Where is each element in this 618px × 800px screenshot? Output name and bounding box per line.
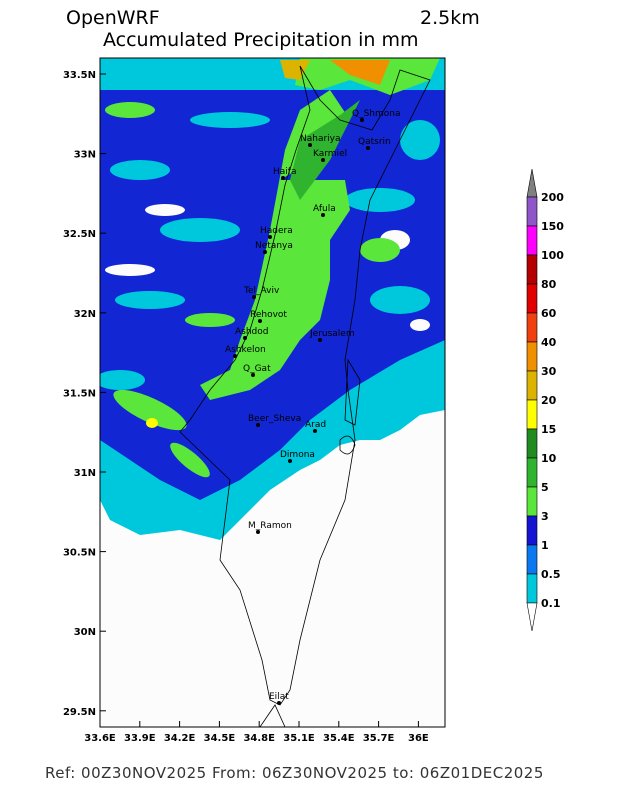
colorbar-label: 30 <box>541 365 557 378</box>
precip-field <box>100 58 445 727</box>
colorbar-label: 15 <box>541 423 556 436</box>
colorbar-top <box>526 168 538 198</box>
lat-label: 31N <box>74 468 96 479</box>
city-label: Ashkelon <box>225 345 266 355</box>
subtitle: Accumulated Precipitation in mm <box>103 29 419 51</box>
colorbar-segment <box>526 457 538 488</box>
colorbar-segment <box>526 283 538 314</box>
city-dot <box>252 295 256 299</box>
city-label: Jerusalem <box>309 329 355 339</box>
lon-label: 36E <box>408 733 429 744</box>
city-label: Qatsrin <box>358 137 391 147</box>
colorbar-label: 40 <box>541 336 557 349</box>
city-dot <box>243 336 247 340</box>
city-dot <box>281 176 285 180</box>
city-dot <box>251 373 255 377</box>
lat-label: 32N <box>74 309 96 320</box>
colorbar-label: 0.5 <box>541 568 561 581</box>
colorbar-label: 3 <box>541 510 549 523</box>
colorbar-segment <box>526 341 538 372</box>
city-label: Q_Gat <box>243 364 271 374</box>
colorbar-segment <box>526 254 538 285</box>
colorbar-label: 20 <box>541 394 557 407</box>
colorbar-label: 5 <box>541 481 549 494</box>
lat-label: 30N <box>74 627 96 638</box>
city-label: Eilat <box>269 692 289 702</box>
city-dot <box>360 118 364 122</box>
city-dot <box>366 146 370 150</box>
colorbar-bottom <box>526 602 538 632</box>
colorbar-label: 150 <box>541 220 564 233</box>
city-label: Q_Shmona <box>352 109 401 119</box>
colorbar-label: 10 <box>541 452 557 465</box>
city-dot <box>321 158 325 162</box>
city-dot <box>256 423 260 427</box>
city-dot <box>268 235 272 239</box>
lon-label: 34.5E <box>204 733 236 744</box>
city-dot <box>277 701 281 705</box>
colorbar-label: 0.1 <box>541 597 561 610</box>
title: OpenWRF <box>66 7 160 29</box>
colorbar-label: 60 <box>541 307 557 320</box>
city-label: Ashdod <box>235 327 268 337</box>
city-label: M_Ramon <box>248 521 292 531</box>
city-dot <box>321 213 325 217</box>
city-label: Tel_Aviv <box>243 286 280 296</box>
footer: Ref: 00Z30NOV2025 From: 06Z30NOV2025 to:… <box>45 764 544 782</box>
colorbar-label: 80 <box>541 278 557 291</box>
colorbar-segment <box>526 486 538 517</box>
city-dot <box>288 459 292 463</box>
colorbar-label: 200 <box>541 191 564 204</box>
colorbar-segment <box>526 544 538 575</box>
lat-label: 33N <box>74 150 96 161</box>
lat-label: 31.5N <box>63 388 96 399</box>
city-label: Afula <box>313 204 336 214</box>
city-label: Nahariya <box>300 134 341 144</box>
city-label: Haifa <box>273 167 296 177</box>
city-dot <box>258 319 262 323</box>
city-dot <box>308 143 312 147</box>
city-label: Netanya <box>255 241 293 251</box>
lon-label: 35.7E <box>363 733 395 744</box>
colorbar-label: 1 <box>541 539 549 552</box>
colorbar-segment <box>526 428 538 459</box>
lon-label: 35.4E <box>323 733 355 744</box>
lon-label: 34.8E <box>243 733 275 744</box>
lat-label: 32.5N <box>63 229 96 240</box>
city-dot <box>256 530 260 534</box>
city-label: Beer_Sheva <box>248 414 301 424</box>
lat-label: 33.5N <box>63 70 96 81</box>
city-dot <box>263 250 267 254</box>
city-dot <box>318 338 322 342</box>
lon-label: 35.1E <box>283 733 315 744</box>
city-label: Rehovot <box>250 310 287 320</box>
colorbar-segment <box>526 196 538 227</box>
lat-label: 29.5N <box>63 707 96 718</box>
lon-label: 33.6E <box>84 733 116 744</box>
colorbar-segment <box>526 399 538 430</box>
city-label: Karmiel <box>313 149 347 159</box>
colorbar-segment <box>526 573 538 604</box>
colorbar-label: 100 <box>541 249 564 262</box>
city-label: Dimona <box>280 450 315 460</box>
colorbar-segment <box>526 225 538 256</box>
lat-label: 30.5N <box>63 548 96 559</box>
lon-label: 33.9E <box>124 733 156 744</box>
city-label: Arad <box>305 420 326 430</box>
colorbar-segment <box>526 515 538 546</box>
city-label: Hadera <box>260 226 293 236</box>
city-dot <box>313 429 317 433</box>
city-dot <box>233 354 237 358</box>
resolution: 2.5km <box>420 7 480 29</box>
colorbar-segment <box>526 312 538 343</box>
colorbar-segment <box>526 370 538 401</box>
lon-label: 34.2E <box>164 733 196 744</box>
